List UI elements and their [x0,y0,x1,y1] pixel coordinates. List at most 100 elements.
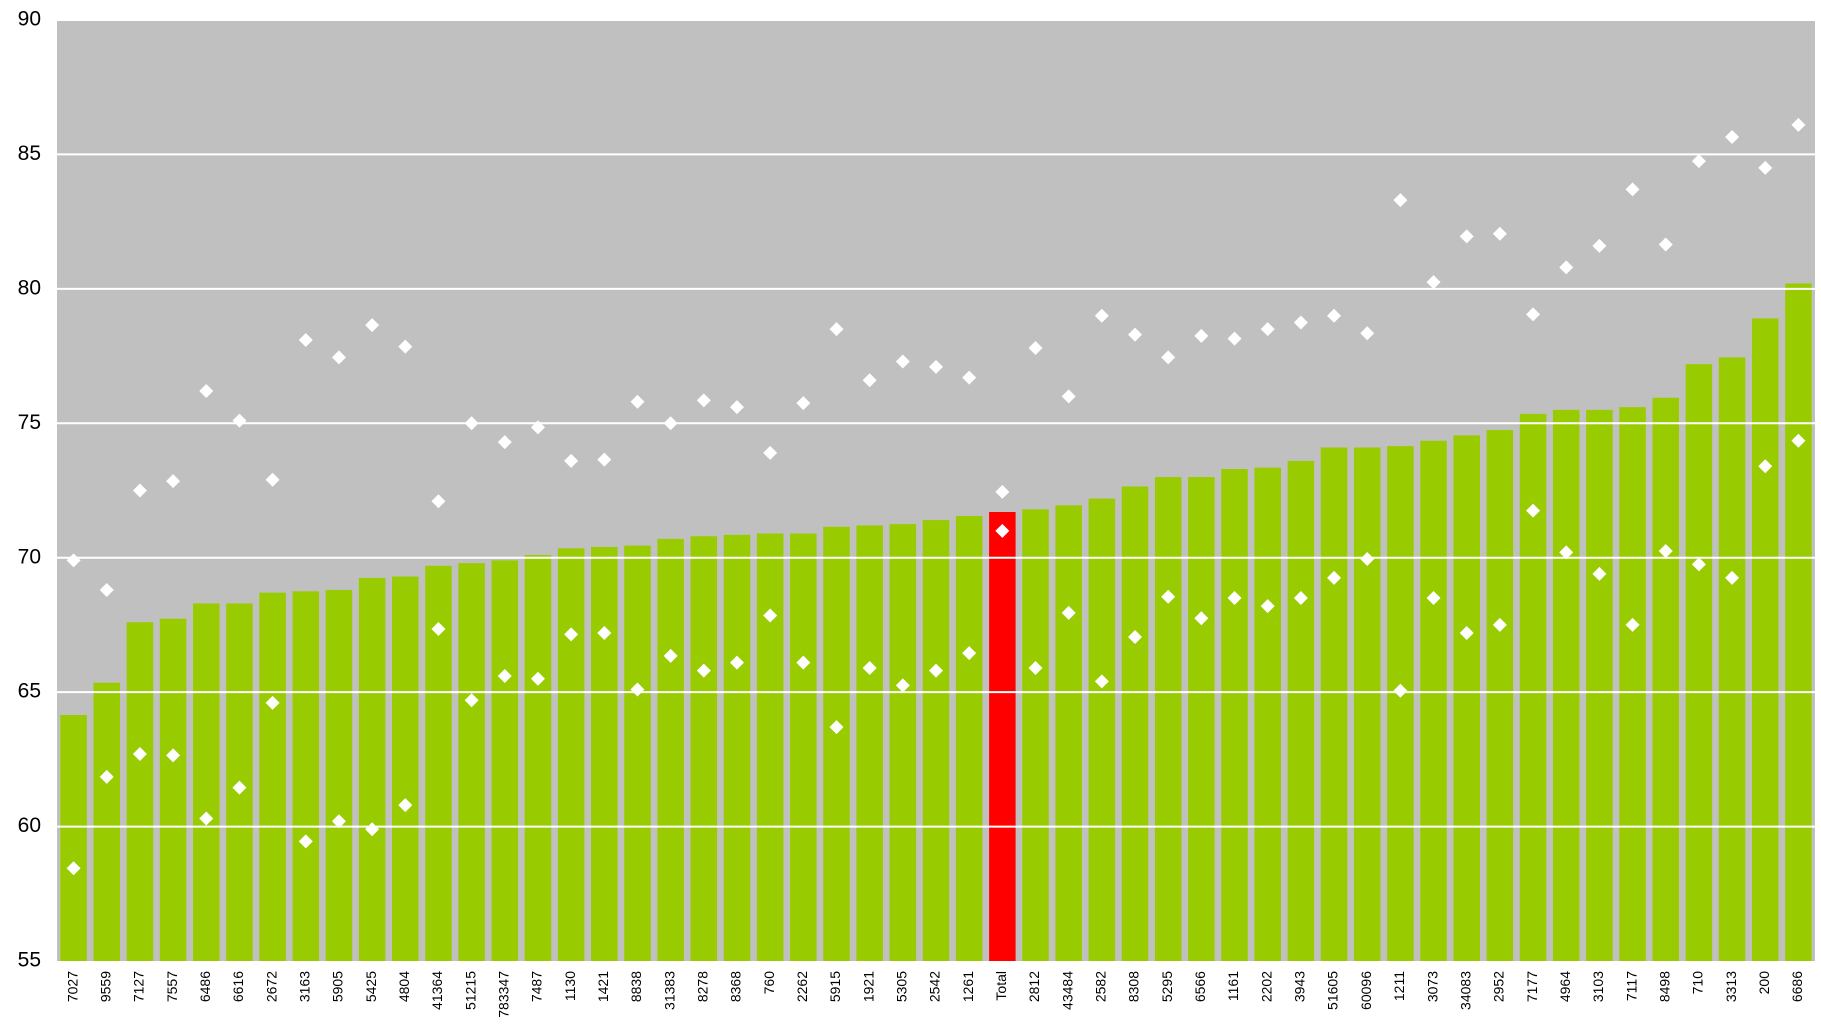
marker [1393,193,1408,208]
x-tick-label: 51215 [462,971,478,1010]
bar [1519,413,1547,961]
x-tick-label: 7177 [1524,971,1540,1002]
bar [126,622,154,961]
marker [1559,545,1574,560]
marker [1725,129,1740,144]
x-tick-label: 760 [761,971,777,995]
marker [1194,611,1209,626]
x-tick-label: 2672 [263,971,279,1002]
marker [895,354,910,369]
x-tick-label: 2202 [1258,971,1274,1002]
marker [796,655,811,670]
bar [259,592,286,961]
marker [1028,660,1043,675]
y-tick-label: 90 [18,8,41,31]
x-tick-label: 8368 [728,971,744,1002]
y-tick-label: 55 [18,949,41,972]
bar [823,526,850,961]
marker [1393,683,1408,698]
bar [922,520,950,961]
marker [1327,570,1342,585]
bar [1751,318,1779,962]
marker [1725,570,1740,585]
x-tick-label: 7127 [131,971,147,1002]
y-tick-label: 60 [18,814,41,837]
marker [1360,326,1375,341]
marker [99,769,114,784]
x-tick-label: 4804 [396,971,412,1002]
bar [723,534,751,961]
marker [630,394,645,409]
marker [1492,617,1507,632]
marker [962,370,977,385]
marker [1658,237,1673,252]
marker [132,746,147,761]
x-tick-label: 8308 [1126,971,1142,1002]
x-tick-label: 8838 [628,971,644,1002]
bar [1088,498,1116,961]
x-tick-label: 5425 [363,971,379,1002]
marker [1526,503,1541,518]
bar [1552,409,1580,961]
marker [1227,591,1242,606]
marker [663,416,678,431]
marker [298,332,313,347]
bar [1486,430,1514,961]
bar [60,714,87,961]
bar [1785,283,1812,962]
marker [497,435,512,450]
x-tick-label: 41364 [429,971,445,1010]
bar [1586,409,1613,961]
bar [192,603,220,961]
marker [663,648,678,663]
marker [1426,591,1441,606]
bar [1685,364,1713,961]
marker [298,834,313,849]
marker [1194,328,1209,343]
marker [729,655,744,670]
marker [1128,327,1143,342]
bar [1420,440,1447,961]
marker [763,608,778,623]
x-tick-label: 43484 [1059,971,1075,1010]
marker [696,393,711,408]
x-tick-label: 1261 [960,971,976,1002]
marker [464,693,479,708]
x-tick-label: 5915 [827,971,843,1002]
y-tick-label: 85 [18,142,41,165]
marker [895,678,910,693]
marker [1592,238,1607,253]
marker [1293,591,1308,606]
marker [1061,605,1076,620]
bar [1055,505,1082,961]
x-tick-label: 3073 [1424,971,1440,1002]
x-tick-label: 7557 [164,971,180,1002]
marker [431,621,446,636]
x-tick-label: 783347 [495,971,511,1018]
marker [729,400,744,415]
marker [1426,275,1441,290]
x-tick-label: 1130 [562,971,578,1001]
bar [1287,460,1315,961]
x-tick-label: 710 [1690,971,1706,995]
marker [995,523,1010,538]
x-tick-label: 6486 [197,971,213,1002]
marker [1094,674,1109,689]
y-tick-label: 65 [18,680,41,703]
bar [989,512,1016,961]
marker [763,445,778,460]
x-tick-label: 3103 [1590,971,1606,1002]
x-tick-label: 51605 [1325,971,1341,1010]
bar [1353,447,1381,961]
marker [564,627,579,642]
bar [458,563,485,961]
bar [1221,468,1248,961]
marker [597,625,612,640]
x-tick-label: 6566 [1192,971,1208,1002]
x-tick-label: 2542 [927,971,943,1002]
marker [132,483,147,498]
x-tick-label: 4964 [1557,971,1573,1002]
marker [1094,308,1109,323]
marker [232,413,247,428]
